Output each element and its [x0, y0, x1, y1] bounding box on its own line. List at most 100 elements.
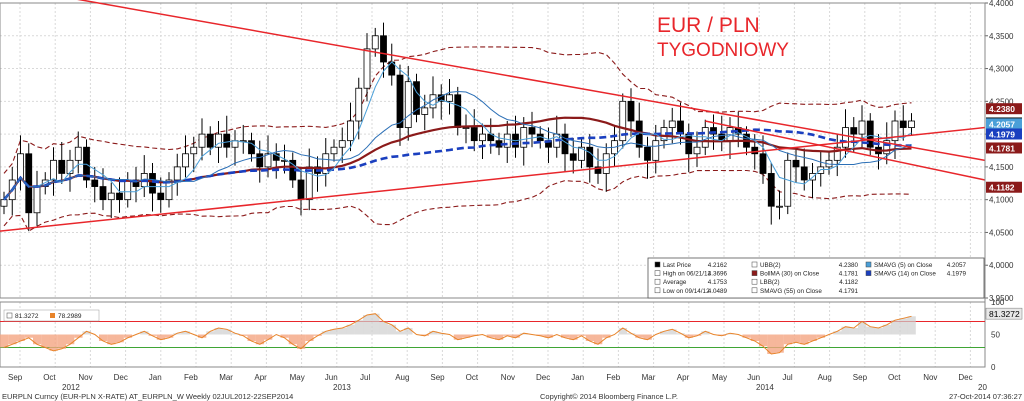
candle-body	[50, 159, 57, 181]
rsi-fill-bar	[24, 334, 34, 338]
candle-body	[223, 133, 231, 148]
candle-body	[380, 35, 387, 63]
candle-body	[866, 120, 874, 148]
rsi-line	[3, 313, 912, 355]
rsi-fill-bar	[371, 313, 380, 335]
month-label: Dec	[536, 373, 550, 382]
rsi-fill-bar	[206, 331, 215, 335]
candle-body	[883, 140, 891, 155]
candle-body	[396, 74, 404, 128]
candle-body	[784, 159, 792, 207]
rsi-fill-bar	[82, 331, 91, 335]
value-tag-text: 4.1182	[989, 183, 1015, 193]
y-tick-label: 3,9500	[989, 294, 1014, 303]
legend-swatch	[654, 278, 661, 285]
candle-body	[322, 153, 330, 174]
legend-value: 4.2057	[947, 262, 967, 269]
rsi-fill-bar	[0, 334, 9, 348]
rsi-fill-bar	[41, 334, 50, 348]
month-label: May	[712, 373, 727, 382]
month-label: Sep	[8, 373, 23, 382]
rsi-fill-bar	[165, 334, 174, 338]
value-tag: 4.2380	[986, 103, 1022, 115]
moving-averages	[3, 61, 912, 201]
candle-body	[446, 94, 453, 102]
rsi-fill-bar	[173, 333, 182, 335]
rsi-fill-bar	[767, 334, 776, 354]
candle-body	[652, 140, 660, 161]
month-label: Nov	[923, 373, 937, 382]
rsi-fill-bar	[717, 334, 727, 336]
rsi-fill-bar	[404, 328, 413, 335]
legend-label: SMAVG (5) on Close	[874, 262, 933, 269]
year-label: 2013	[333, 383, 351, 392]
rsi-fill-bar	[338, 328, 347, 335]
candle-body	[627, 100, 635, 122]
candle-body	[520, 127, 528, 148]
value-tag-text: 4.2380	[989, 104, 1015, 114]
rsi-fill-bar	[379, 321, 388, 335]
candle-body	[190, 146, 198, 155]
footer-center: Copyright© 2014 Bloomberg Finance L.P.	[540, 392, 678, 401]
candle-body	[470, 127, 478, 142]
candle-body	[0, 199, 8, 207]
legend-swatch	[654, 287, 661, 294]
month-label: Apr	[254, 373, 267, 382]
rsi-fill-bar	[140, 331, 149, 335]
candle-body	[842, 127, 849, 148]
month-label: Aug	[818, 373, 832, 382]
rsi-fill-bar	[8, 334, 17, 345]
candle-body	[83, 146, 90, 181]
rsi-fill-bar	[618, 328, 628, 335]
candle-body	[693, 146, 701, 155]
rsi-fill-bar	[123, 334, 133, 338]
candle-body	[182, 153, 189, 168]
month-label: Apr	[677, 373, 690, 382]
month-label: Feb	[606, 373, 620, 382]
legend-value: 4.2380	[839, 262, 859, 269]
rsi-fill-bar	[321, 331, 331, 335]
rsi-fill-bar	[297, 334, 306, 349]
candle-body	[858, 120, 866, 135]
candle-body	[421, 107, 429, 115]
candle-body	[776, 205, 783, 208]
rsi-fill-bar	[437, 333, 446, 335]
candle-body	[454, 94, 462, 128]
legend-value: 4.1182	[839, 279, 858, 286]
month-label: Aug	[395, 373, 409, 382]
y-tick-label: 4,2500	[989, 97, 1014, 106]
rsi-fill-bar	[519, 333, 529, 335]
rsi-fill-bar	[569, 334, 578, 340]
candle-body	[149, 173, 156, 194]
legend-value: 4.2162	[708, 262, 728, 269]
rsi-fill-bar	[305, 334, 314, 341]
rsi-fill-bar	[49, 334, 58, 351]
month-label: Oct	[888, 373, 901, 382]
chart-title: EUR / PLN	[657, 14, 760, 37]
sma14-line	[3, 90, 912, 201]
candle-body	[215, 133, 222, 148]
rsi-fill-bar	[396, 331, 405, 335]
rsi-fill-bar	[198, 334, 207, 338]
rsi-fill-bar	[354, 320, 364, 335]
candle-body	[619, 100, 627, 142]
rsi-fill-bar	[99, 334, 108, 341]
month-label: Feb	[184, 373, 198, 382]
candle-body	[751, 146, 759, 155]
value-tag: 4.1979	[986, 128, 1022, 140]
rsi-fill-bar	[726, 333, 735, 335]
legend-value: 4.0489	[708, 288, 728, 295]
rsi-fill-bar	[544, 334, 553, 338]
month-label: Mar	[642, 373, 656, 382]
candle-body	[173, 166, 181, 181]
rsi-tick-label: 0	[991, 363, 996, 372]
candle-body	[404, 81, 412, 128]
month-label: Nov	[501, 373, 515, 382]
legend-box: Last Price 4.2162 High on 06/21/134.3696 Av…	[647, 257, 985, 299]
footer-left: EURPLN Curncy (EUR-PLN X-RATE) AT_EURPLN…	[2, 392, 293, 401]
candle-body	[116, 192, 123, 201]
rsi-legend-swatch	[50, 313, 55, 318]
rsi-value-tag	[985, 307, 1023, 320]
candle-body	[355, 87, 363, 122]
